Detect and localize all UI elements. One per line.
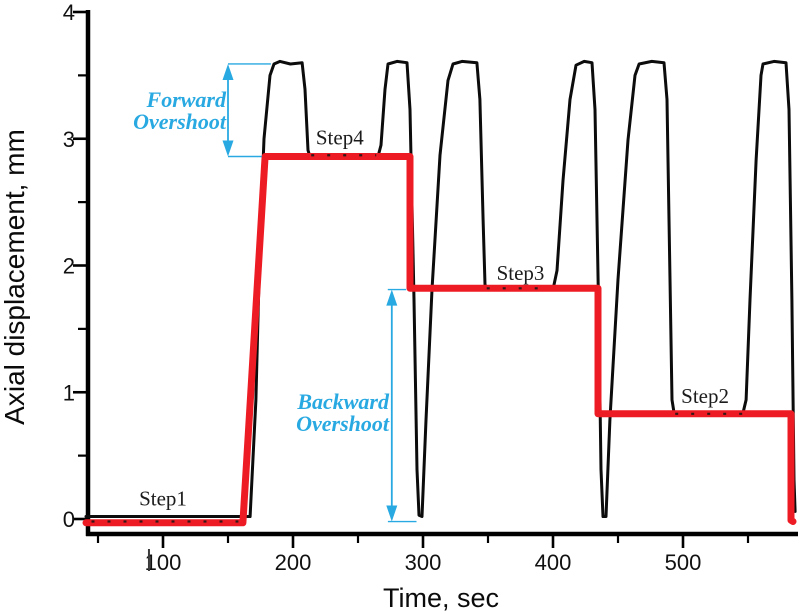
y-tick-label: 3 bbox=[63, 127, 75, 152]
series-layer bbox=[82, 59, 797, 527]
y-tick-label: 0 bbox=[63, 507, 75, 532]
x-axis-title: Time, sec bbox=[383, 583, 499, 613]
y-tick-label: 2 bbox=[63, 254, 75, 279]
x-tick-label: 300 bbox=[405, 550, 442, 575]
y-tick-label: 1 bbox=[63, 380, 75, 405]
series-commanded-steps bbox=[82, 153, 797, 527]
backward-overshoot-label-line1: Backward bbox=[296, 389, 390, 414]
annotations-layer: Forward Overshoot Backward Overshoot bbox=[133, 63, 417, 523]
y-tick-label: 4 bbox=[63, 0, 75, 25]
x-tick-label: 400 bbox=[535, 550, 572, 575]
backward-overshoot-label-line2: Overshoot bbox=[296, 411, 390, 436]
forward-overshoot-label-line2: Overshoot bbox=[133, 109, 227, 134]
forward-overshoot-arrow-arrowhead-up bbox=[222, 63, 234, 80]
backward-overshoot-arrow-arrowhead-down bbox=[386, 505, 398, 522]
x-tick-label: 500 bbox=[665, 550, 702, 575]
step-labels-layer: Step1 Step4 Step3 Step2 bbox=[139, 125, 729, 510]
forward-overshoot-label-line1: Forward bbox=[146, 87, 227, 112]
step-label-step3: Step3 bbox=[497, 261, 545, 285]
y-axis-title: Axial displacement, mm bbox=[0, 129, 30, 425]
step-label-step2: Step2 bbox=[681, 384, 729, 408]
backward-overshoot-arrow-arrowhead-up bbox=[386, 289, 398, 306]
x-tick-label: 200 bbox=[275, 550, 312, 575]
step-label-step1: Step1 bbox=[139, 487, 187, 511]
x-tick-label: 100 bbox=[145, 550, 182, 575]
axes: 0 1 2 3 4 100 200 300 400 500 bbox=[63, 0, 798, 575]
step-label-step4: Step4 bbox=[316, 125, 364, 149]
forward-overshoot-arrow-arrowhead-down bbox=[222, 140, 234, 157]
